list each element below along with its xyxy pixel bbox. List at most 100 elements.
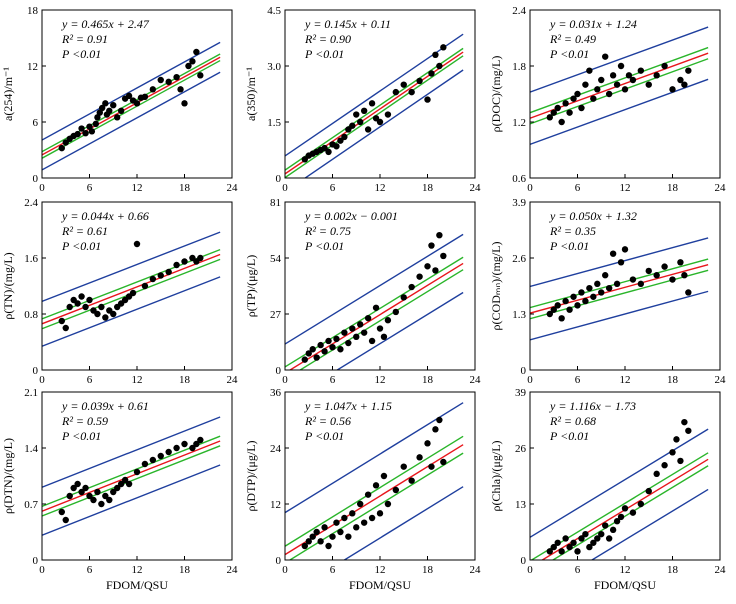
data-points	[546, 53, 692, 126]
y-tick-label: 39	[515, 387, 527, 399]
confidence-band-lower	[288, 452, 464, 560]
data-point	[189, 444, 196, 452]
data-point	[110, 488, 117, 496]
r-squared-label: R² = 0.56	[304, 414, 351, 428]
data-point	[376, 118, 384, 126]
y-tick-label: 0	[276, 555, 282, 567]
x-tick-label: 0	[282, 564, 288, 576]
data-points	[58, 240, 204, 332]
data-point	[181, 100, 188, 107]
data-point	[570, 293, 577, 300]
x-tick-label: 18	[179, 374, 191, 386]
data-point	[337, 346, 344, 353]
data-point	[149, 275, 157, 283]
chart-panel-6: 0 6 12 18 24 0 1.3 2.6 3.9 ρ(CODₘₙ)/(mg/L) y = 0.0…	[489, 197, 726, 386]
data-point	[621, 505, 629, 512]
data-point	[440, 44, 447, 51]
x-tick-label: 24	[470, 564, 482, 576]
data-point	[364, 491, 372, 498]
data-point	[408, 88, 415, 96]
y-tick-label: 0.7	[24, 499, 38, 511]
data-point	[582, 81, 589, 88]
prediction-band-upper	[285, 402, 464, 514]
y-tick-label: 1.2	[512, 117, 526, 129]
data-point	[58, 317, 65, 325]
y-tick-label: 18	[27, 5, 39, 17]
data-point	[341, 133, 348, 141]
data-point	[341, 329, 348, 336]
data-point	[661, 462, 668, 469]
y-tick-label: 0	[33, 555, 39, 567]
data-points	[301, 416, 447, 550]
regression-equation: y = 0.465x + 2.47	[61, 17, 150, 31]
data-point	[173, 74, 180, 81]
r-squared-label: R² = 0.68	[549, 414, 596, 428]
data-points	[546, 418, 692, 555]
regression-equation: y = 0.050x + 1.32	[549, 209, 637, 223]
chart-panel-3: 0 6 12 18 24 0.6 1.2 1.8 2.4 ρ(DOC)/(mg/L) y = 0.0…	[489, 5, 726, 194]
data-point	[558, 118, 565, 126]
x-tick-label: 0	[39, 374, 45, 386]
y-tick-label: 1.3	[512, 309, 526, 321]
data-point	[102, 492, 109, 500]
data-point	[582, 530, 589, 538]
data-point	[157, 76, 164, 84]
data-point	[582, 297, 589, 305]
data-point	[133, 240, 141, 248]
data-point	[94, 310, 101, 318]
p-value-label: P <0.01	[549, 47, 589, 61]
y-tick-label: 13	[515, 499, 527, 511]
x-tick-label: 6	[575, 182, 581, 194]
data-point	[432, 426, 439, 433]
data-point	[141, 460, 149, 468]
confidence-band-lower	[530, 58, 709, 125]
x-tick-label: 12	[620, 374, 631, 386]
x-tick-label: 0	[282, 374, 288, 386]
data-point	[62, 516, 69, 524]
data-point	[400, 81, 407, 88]
data-point	[578, 289, 585, 296]
x-tick-label: 0	[527, 564, 533, 576]
prediction-band-upper	[530, 428, 709, 538]
data-point	[392, 308, 400, 316]
data-point	[653, 272, 660, 279]
data-point	[436, 62, 443, 70]
data-point	[440, 458, 447, 466]
data-point	[317, 538, 324, 545]
data-point	[349, 510, 356, 517]
y-tick-label: 2.6	[512, 253, 526, 265]
confidence-band-lower	[42, 445, 221, 517]
y-tick-label: 54	[270, 253, 282, 265]
prediction-band-lower	[335, 291, 464, 370]
data-point	[117, 480, 125, 488]
data-point	[546, 310, 553, 318]
data-point	[566, 543, 573, 551]
data-point	[106, 496, 113, 504]
x-tick-label: 6	[330, 564, 336, 576]
data-point	[86, 296, 93, 304]
chart-panel-9: 0 6 12 18 24 0 13 26 39 ρ(Chla)/(μg/L) y = 1.116x …	[489, 387, 726, 592]
y-axis-label: a(350)/m⁻¹	[244, 67, 258, 121]
y-axis-label: ρ(CODₘₙ)/(mg/L)	[489, 242, 503, 331]
data-point	[90, 496, 97, 504]
data-point	[609, 250, 617, 257]
p-value-label: P <0.01	[61, 47, 101, 61]
data-point	[114, 114, 121, 121]
confidence-band-lower	[298, 269, 464, 370]
data-point	[313, 528, 320, 536]
data-point	[436, 231, 443, 239]
x-tick-label: 6	[575, 564, 581, 576]
y-tick-label: 3.9	[512, 197, 526, 209]
data-point	[333, 519, 340, 526]
p-value-label: P <0.01	[61, 239, 101, 253]
y-tick-label: 4.5	[267, 5, 281, 17]
data-point	[562, 535, 569, 542]
data-point	[594, 86, 601, 93]
data-point	[110, 310, 117, 318]
data-point	[617, 259, 625, 266]
data-point	[372, 482, 380, 489]
data-point	[392, 486, 400, 494]
x-tick-label: 6	[330, 374, 336, 386]
data-point	[629, 509, 637, 516]
data-point	[440, 252, 447, 260]
